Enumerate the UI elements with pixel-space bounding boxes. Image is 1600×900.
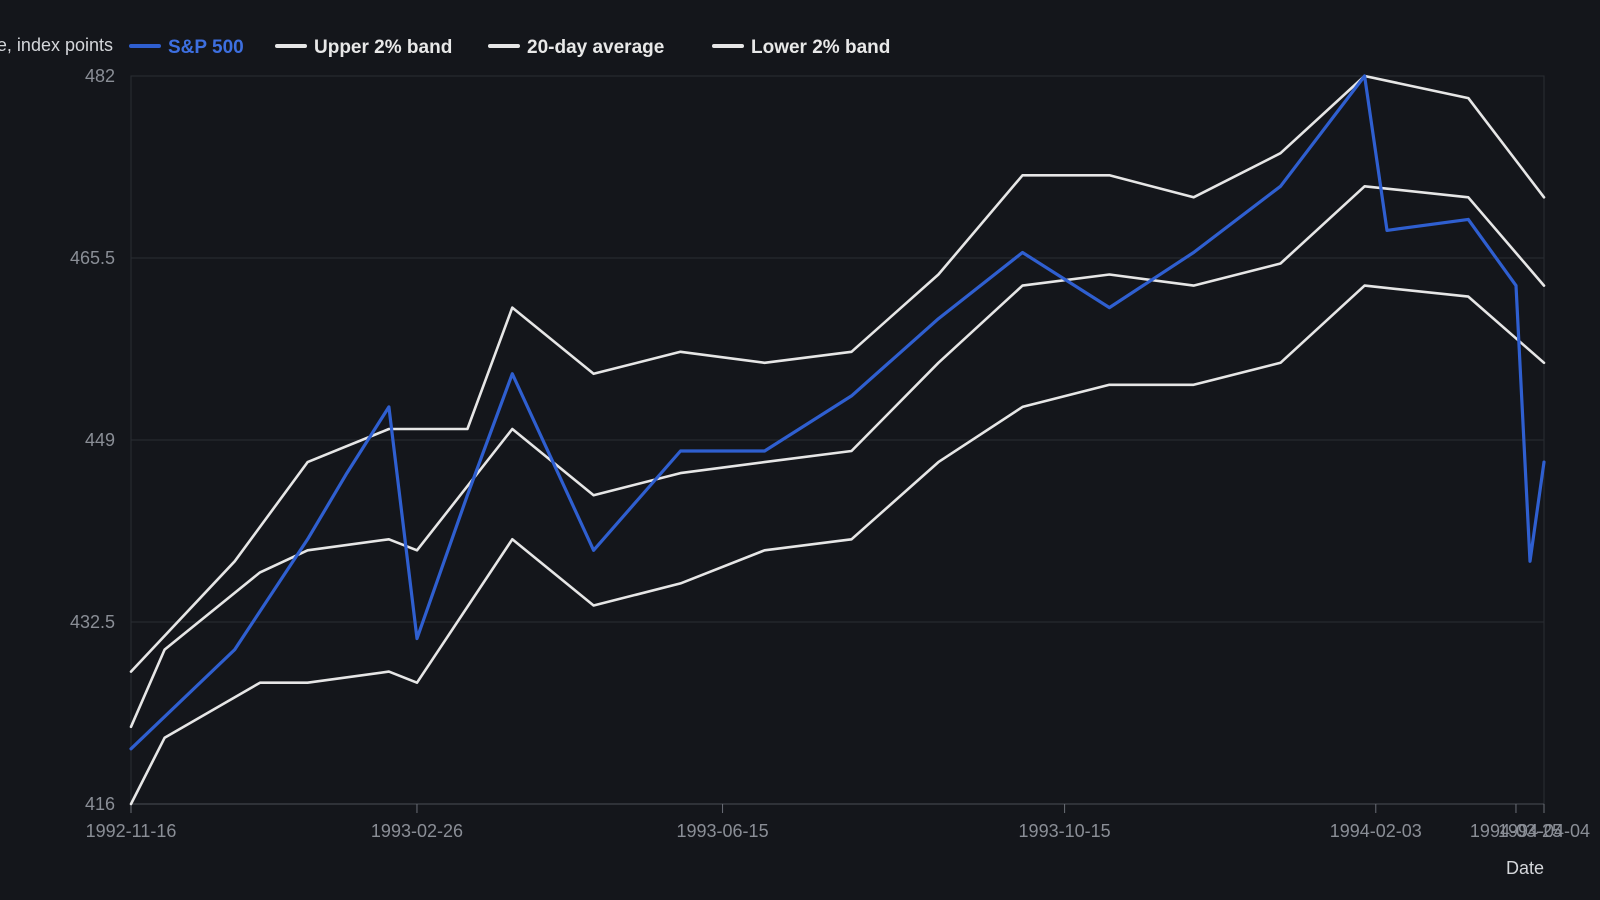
legend-entry: 20-day average [527, 37, 664, 58]
y-tick-label: 432.5 [70, 612, 115, 632]
y-axis-label: Price, index points [0, 35, 113, 55]
axes: 416 432.5 449 465.5 482 1992-11-16 1993-02-26 1… [70, 66, 1590, 841]
series-line [129, 74, 1546, 673]
y-tick-label: 482 [85, 66, 115, 86]
plot-area [129, 74, 1546, 806]
legend-entry: S&P 500 [168, 37, 244, 58]
x-tick-label: 1994-02-03 [1330, 821, 1422, 841]
x-tick-label: 1993-10-15 [1019, 821, 1111, 841]
x-tick-label: 1993-06-15 [677, 821, 769, 841]
y-tick-label: 465.5 [70, 248, 115, 268]
legend-entry: Lower 2% band [751, 37, 890, 58]
x-tick-label: 1994-03-25 [1470, 821, 1562, 841]
x-tick-label: 1993-02-26 [371, 821, 463, 841]
legend: Price, index points S&P 500 Upper 2% band… [0, 35, 890, 58]
y-tick-label: 449 [85, 430, 115, 450]
series-line [129, 74, 1546, 751]
series-line [129, 185, 1546, 729]
grid [130, 75, 1545, 805]
x-axis-label: Date [1506, 858, 1544, 878]
x-tick-label: 1994-04-04 [1498, 821, 1590, 841]
x-tick-label: 1992-11-16 [86, 821, 177, 841]
series-line [129, 284, 1546, 806]
legend-entry: Upper 2% band [314, 37, 452, 58]
y-tick-label: 416 [85, 794, 115, 814]
